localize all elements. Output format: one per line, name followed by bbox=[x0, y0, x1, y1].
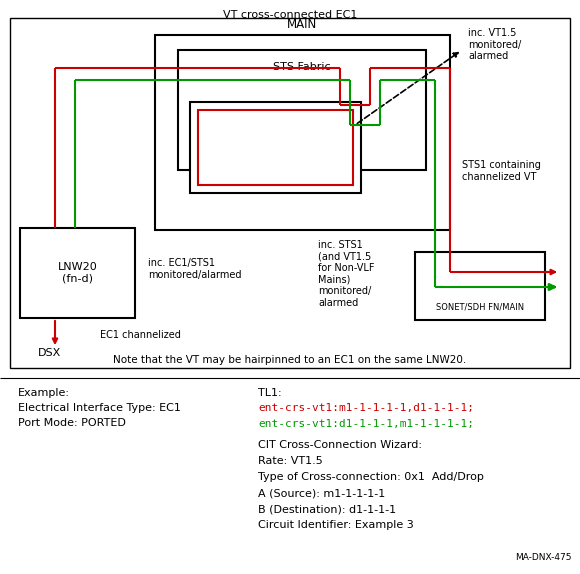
Text: VT cross-connected EC1: VT cross-connected EC1 bbox=[223, 10, 357, 20]
Bar bbox=[155, 35, 450, 230]
Text: DSX: DSX bbox=[38, 348, 61, 358]
Text: LNW20
(fn-d): LNW20 (fn-d) bbox=[57, 262, 97, 284]
Text: Rate: VT1.5: Rate: VT1.5 bbox=[258, 456, 322, 466]
Bar bbox=[415, 252, 545, 320]
Text: TL1:: TL1: bbox=[258, 388, 282, 398]
Text: MA-DNX-475: MA-DNX-475 bbox=[516, 553, 572, 562]
Text: VT Fabric: VT Fabric bbox=[250, 142, 301, 153]
Text: Circuit Identifier: Example 3: Circuit Identifier: Example 3 bbox=[258, 520, 414, 530]
Text: SONET/SDH FN/MAIN: SONET/SDH FN/MAIN bbox=[436, 303, 524, 312]
Text: inc. EC1/STS1
monitored/alarmed: inc. EC1/STS1 monitored/alarmed bbox=[148, 258, 241, 280]
Text: STS Fabric: STS Fabric bbox=[273, 62, 331, 72]
Bar bbox=[178, 50, 426, 170]
Text: inc. VT1.5
monitored/
alarmed: inc. VT1.5 monitored/ alarmed bbox=[468, 28, 521, 61]
Bar bbox=[190, 102, 361, 193]
Text: CIT Cross-Connection Wizard:: CIT Cross-Connection Wizard: bbox=[258, 440, 422, 450]
Text: STS1 containing
channelized VT: STS1 containing channelized VT bbox=[462, 160, 541, 181]
Bar bbox=[20, 228, 135, 318]
Text: B (Destination): d1-1-1-1: B (Destination): d1-1-1-1 bbox=[258, 504, 396, 514]
Text: EC1 channelized: EC1 channelized bbox=[100, 330, 181, 340]
Text: Note that the VT may be hairpinned to an EC1 on the same LNW20.: Note that the VT may be hairpinned to an… bbox=[113, 355, 467, 365]
Text: Type of Cross-connection: 0x1  Add/Drop: Type of Cross-connection: 0x1 Add/Drop bbox=[258, 472, 484, 482]
Text: inc. STS1
(and VT1.5
for Non-VLF
Mains)
monitored/
alarmed: inc. STS1 (and VT1.5 for Non-VLF Mains) … bbox=[318, 240, 375, 308]
Text: A (Source): m1-1-1-1-1: A (Source): m1-1-1-1-1 bbox=[258, 488, 385, 498]
Text: Example:
Electrical Interface Type: EC1
Port Mode: PORTED: Example: Electrical Interface Type: EC1 … bbox=[18, 388, 181, 428]
Text: ent-crs-vt1:m1-1-1-1-1,d1-1-1-1;: ent-crs-vt1:m1-1-1-1-1,d1-1-1-1; bbox=[258, 403, 474, 413]
Bar bbox=[198, 110, 353, 185]
Bar bbox=[10, 18, 570, 368]
Text: MAIN: MAIN bbox=[287, 18, 318, 31]
Text: ent-crs-vt1:d1-1-1-1,m1-1-1-1-1;: ent-crs-vt1:d1-1-1-1,m1-1-1-1-1; bbox=[258, 419, 474, 429]
